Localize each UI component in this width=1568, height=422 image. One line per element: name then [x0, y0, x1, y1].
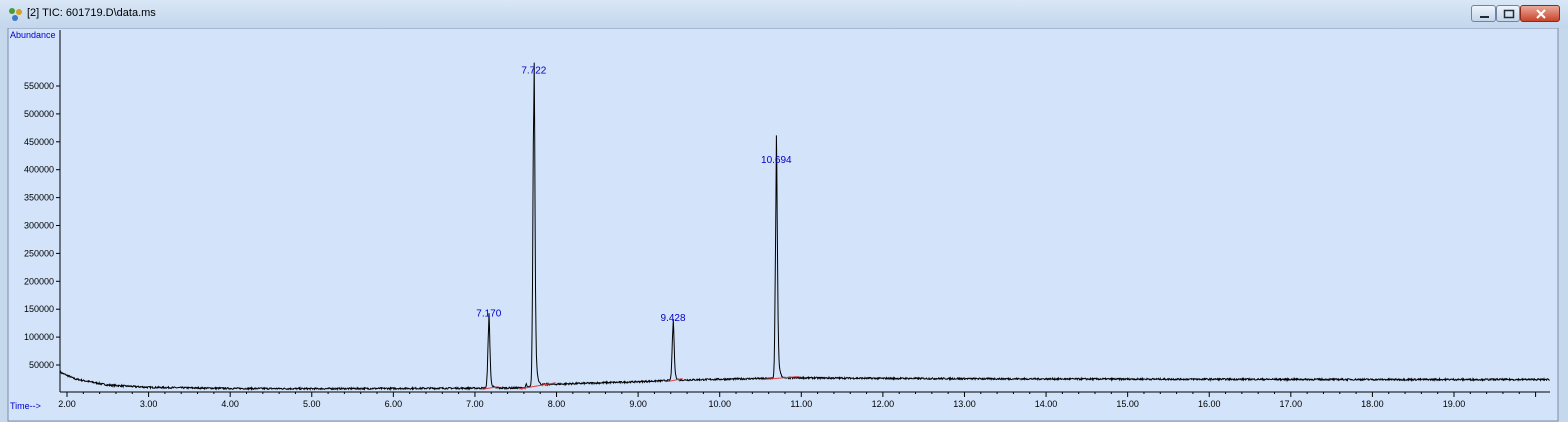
x-tick-label: 17.00: [1280, 399, 1303, 409]
title-bar[interactable]: [2] TIC: 601719.D\data.ms: [0, 0, 1568, 29]
x-tick-label: 19.00: [1443, 399, 1466, 409]
x-tick-label: 7.00: [466, 399, 484, 409]
minimize-button[interactable]: [1471, 5, 1496, 22]
x-tick-label: 10.00: [708, 399, 731, 409]
x-axis-label: Time-->: [10, 401, 41, 411]
peak-label: 9.428: [661, 313, 686, 324]
y-tick-label: 400000: [24, 165, 54, 175]
peak-label: 7.170: [476, 308, 501, 319]
maximize-icon: [1503, 9, 1515, 19]
x-tick-label: 16.00: [1198, 399, 1221, 409]
x-tick-label: 5.00: [303, 399, 321, 409]
peak-label: 7.722: [521, 66, 546, 77]
x-tick-label: 8.00: [548, 399, 566, 409]
y-axis-label: Abundance: [10, 30, 56, 40]
close-button[interactable]: [1520, 5, 1560, 22]
tic-trace: [60, 62, 1550, 392]
x-tick-label: 14.00: [1035, 399, 1058, 409]
integration-baseline: [519, 382, 556, 390]
y-tick-label: 500000: [24, 109, 54, 119]
y-tick-label: 50000: [29, 360, 54, 370]
x-tick-label: 4.00: [221, 399, 239, 409]
y-tick-label: 350000: [24, 193, 54, 203]
y-tick-label: 550000: [24, 81, 54, 91]
x-tick-label: 13.00: [953, 399, 976, 409]
integration-baseline: [761, 375, 799, 381]
x-tick-label: 3.00: [140, 399, 158, 409]
x-tick-label: 15.00: [1116, 399, 1139, 409]
integration-baseline: [482, 386, 499, 390]
chromatogram-plot: 50000 100000 150000 200000 250000 300000 35000…: [0, 28, 1568, 422]
y-tick-label: 250000: [24, 248, 54, 258]
x-tick-label: 11.00: [790, 399, 812, 409]
plot-area: [7, 28, 1559, 422]
y-tick-label: 450000: [24, 137, 54, 147]
x-ticks: 2.00 3.00 4.00 5.00 6.00 7.00 8.00 9.00 10.00 11.…: [58, 392, 1537, 409]
integration-baselines: [482, 375, 799, 390]
peak-labels: 7.170 7.722 9.428 10.694: [476, 66, 792, 324]
x-tick-label: 18.00: [1361, 399, 1384, 409]
close-icon: [1536, 9, 1546, 19]
y-tick-label: 300000: [24, 221, 54, 231]
peak-label: 10.694: [761, 155, 792, 166]
x-tick-label: 12.00: [872, 399, 895, 409]
minimize-icon: [1480, 16, 1489, 18]
y-ticks: 50000 100000 150000 200000 250000 300000 35000…: [24, 81, 60, 370]
y-tick-label: 150000: [24, 304, 54, 314]
y-tick-label: 100000: [24, 332, 54, 342]
y-tick-label: 200000: [24, 276, 54, 286]
maximize-button[interactable]: [1496, 5, 1520, 22]
x-tick-label: 9.00: [629, 399, 647, 409]
integration-baseline: [666, 378, 683, 383]
app-icon: [9, 8, 22, 21]
x-tick-label: 6.00: [385, 399, 403, 409]
window-title: [2] TIC: 601719.D\data.ms: [27, 7, 156, 19]
x-tick-label: 2.00: [58, 399, 76, 409]
